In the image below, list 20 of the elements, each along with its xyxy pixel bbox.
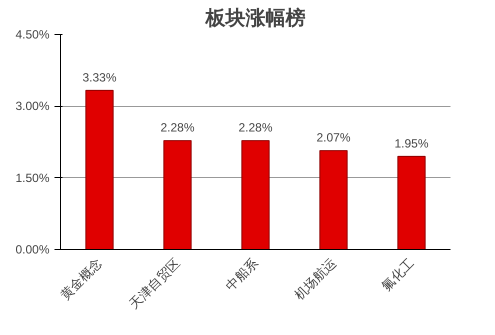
data-label: 1.95% bbox=[394, 136, 429, 150]
y-tick-label: 1.50% bbox=[15, 170, 50, 185]
y-tick-label: 0.00% bbox=[15, 242, 50, 256]
x-tick-label: 机场航运 bbox=[291, 255, 339, 303]
data-label: 2.07% bbox=[316, 130, 351, 145]
chart-title: 板块涨幅榜 bbox=[204, 6, 306, 30]
x-tick-label: 氟化工 bbox=[378, 255, 417, 294]
bar bbox=[85, 90, 114, 250]
x-tick-label: 中船系 bbox=[222, 255, 261, 294]
x-tick-label: 黄金概念 bbox=[57, 255, 105, 303]
bar bbox=[241, 140, 270, 250]
x-tick-label: 天津自贸区 bbox=[126, 255, 183, 312]
data-label: 2.28% bbox=[238, 120, 273, 135]
y-tick-label: 3.00% bbox=[15, 99, 50, 114]
y-tick-label: 4.50% bbox=[15, 28, 50, 42]
bar bbox=[163, 140, 192, 250]
bar bbox=[397, 156, 426, 250]
data-label: 3.33% bbox=[82, 70, 117, 84]
bar bbox=[319, 150, 348, 250]
data-label: 2.28% bbox=[160, 120, 195, 135]
